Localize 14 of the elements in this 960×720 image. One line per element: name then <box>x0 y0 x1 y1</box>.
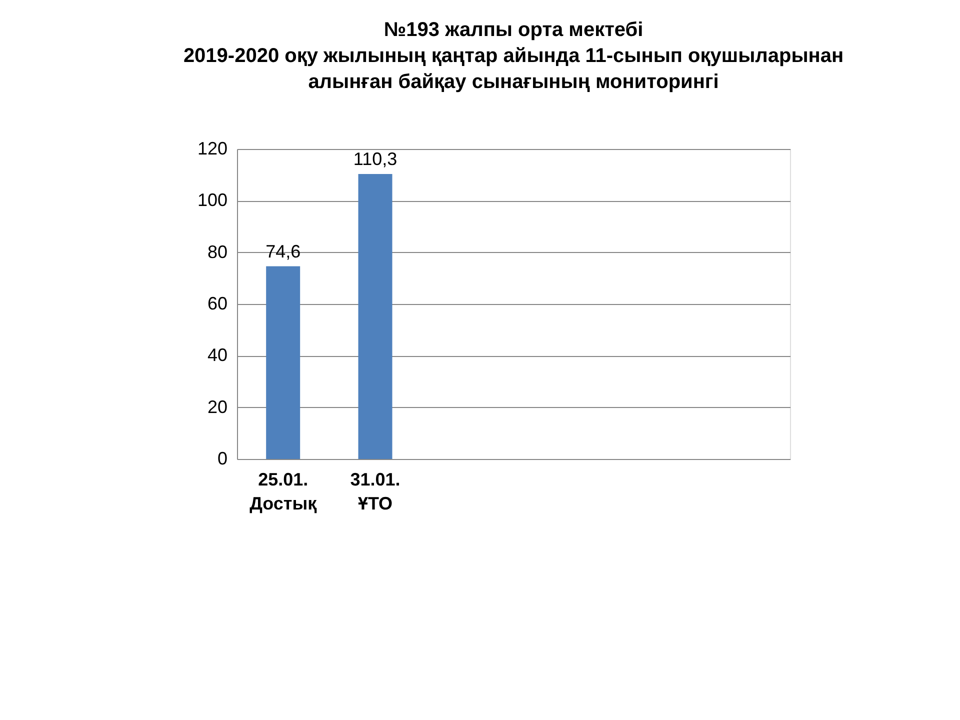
data-label: 110,3 <box>353 149 398 170</box>
y-tick-label: 80 <box>207 242 228 262</box>
y-tick-label: 120 <box>197 138 228 158</box>
text: 2019-2020 оқу жылының қаңтар айында 11-сынып оқушыларынан <box>183 45 844 67</box>
text: №193 жалпы орта мектебі <box>384 19 644 41</box>
data-label: 74,6 <box>266 241 301 262</box>
y-tick-label: 60 <box>207 294 228 314</box>
text: алынған байқау сынағының мониторингі <box>308 71 719 93</box>
y-tick-label: 40 <box>207 345 228 366</box>
x-tick-label: 25.01. Достық <box>250 470 318 514</box>
y-tick-label: 20 <box>207 396 228 417</box>
y-tick-label: 100 <box>197 190 228 210</box>
x-tick-label: 31.01. ҰТО <box>350 470 400 514</box>
y-tick-label: 0 <box>217 448 228 468</box>
